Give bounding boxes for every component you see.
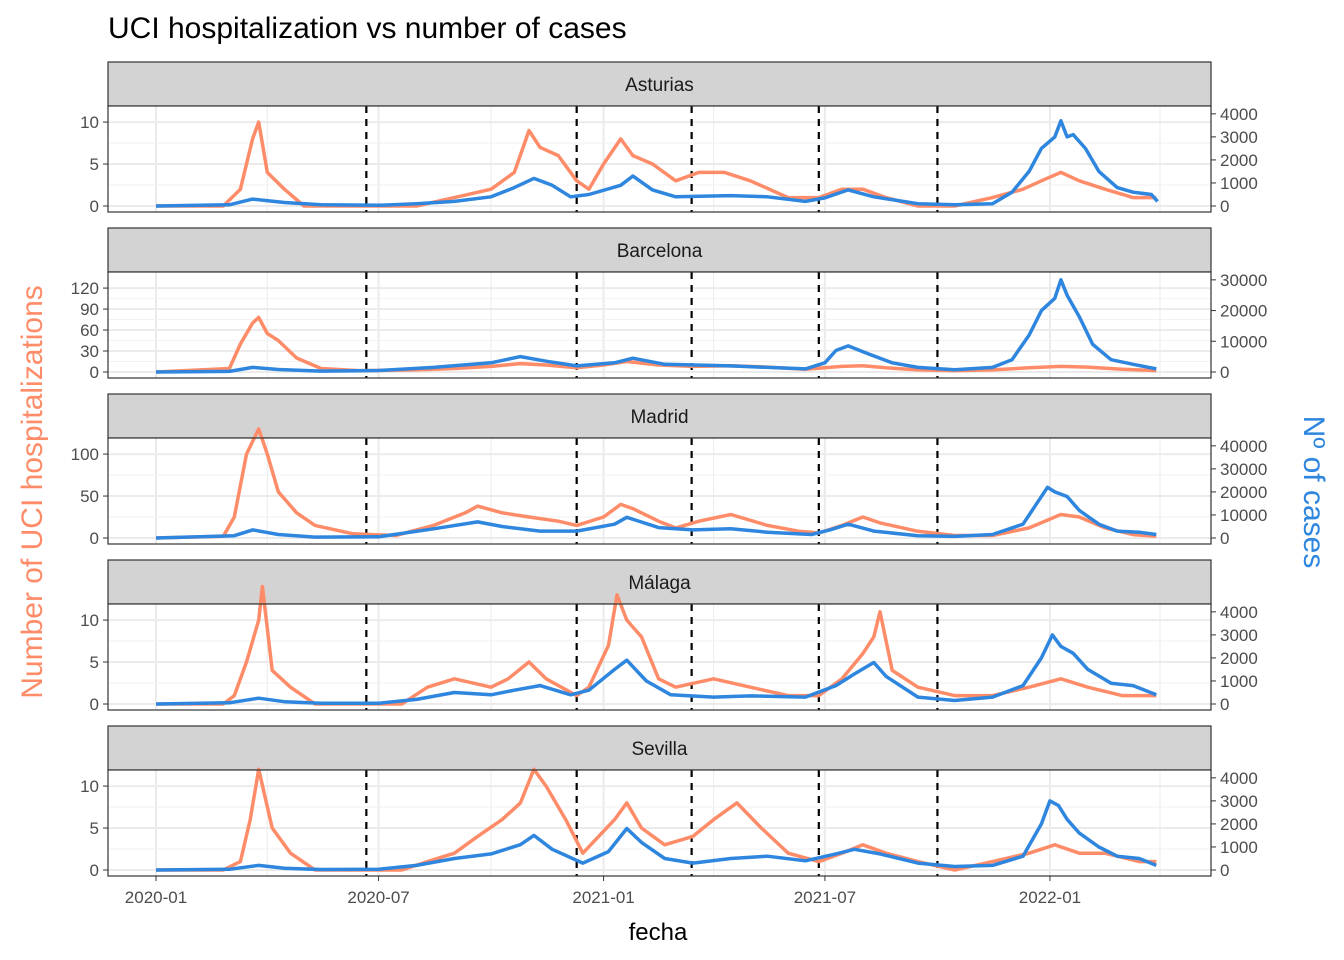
facet-strip-label: Madrid — [630, 407, 688, 428]
left-tick-label: 60 — [80, 321, 99, 340]
facet-strip — [107, 725, 1212, 771]
facet-strip — [107, 227, 1212, 273]
right-tick-label: 30000 — [1220, 271, 1267, 290]
facet-málaga: Málaga 0 5 10 0 1000 2000 3000 4000 — [80, 559, 1258, 714]
panel-background — [108, 272, 1211, 378]
facet-madrid: Madrid 0 50 100 0 10000 20000 30000 40000 — [71, 393, 1267, 548]
cases-series-line — [155, 485, 1157, 540]
left-tick-label: 5 — [90, 819, 99, 838]
right-tick-label: 3000 — [1220, 128, 1258, 147]
left-tick-label: 10 — [80, 113, 99, 132]
left-tick-label: 90 — [80, 300, 99, 319]
facet-strip — [107, 393, 1212, 439]
panels: Asturias051001000200030004000Barcelona03… — [71, 61, 1267, 880]
left-tick-label: 50 — [80, 487, 99, 506]
x-tick-label: 2021-01 — [572, 888, 634, 907]
left-tick-label: 10 — [80, 777, 99, 796]
right-tick-label: 40000 — [1220, 437, 1267, 456]
left-tick-label: 10 — [80, 611, 99, 630]
left-tick-label: 30 — [80, 342, 99, 361]
right-tick-label: 30000 — [1220, 460, 1267, 479]
left-tick-label: 0 — [90, 861, 99, 880]
right-tick-label: 1000 — [1220, 672, 1258, 691]
right-tick-label: 4000 — [1220, 769, 1258, 788]
x-axis: 2020-01 2020-07 2021-01 2021-07 2022-01 — [125, 876, 1081, 907]
left-tick-label: 0 — [90, 363, 99, 382]
right-tick-label: 4000 — [1220, 105, 1258, 124]
facet-strip-label: Asturias — [625, 75, 694, 96]
panel-background — [108, 604, 1211, 710]
left-tick-label: 100 — [71, 445, 99, 464]
x-tick-label: 2021-07 — [794, 888, 856, 907]
right-tick-label: 2000 — [1220, 649, 1258, 668]
x-tick-label: 2020-07 — [347, 888, 409, 907]
x-axis-title: fecha — [629, 919, 688, 946]
facet-strip-label: Málaga — [628, 573, 691, 594]
left-tick-label: 5 — [90, 155, 99, 174]
chart-title: UCI hospitalization vs number of cases — [108, 12, 627, 45]
right-tick-label: 0 — [1220, 695, 1229, 714]
right-tick-label: 3000 — [1220, 626, 1258, 645]
facet-strip-label: Sevilla — [632, 739, 688, 760]
left-tick-label: 120 — [71, 279, 99, 298]
right-tick-label: 2000 — [1220, 151, 1258, 170]
right-tick-label: 10000 — [1220, 506, 1267, 525]
facet-asturias: Asturias 0 5 10 0 1000 2000 3000 4000 — [80, 61, 1258, 216]
left-tick-label: 0 — [90, 197, 99, 216]
left-tick-label: 5 — [90, 653, 99, 672]
uci-series-line — [156, 584, 1157, 706]
cases-series-line — [155, 799, 1157, 872]
cases-series-line — [155, 278, 1157, 374]
panel-border — [107, 271, 1212, 379]
x-tick-label: 2020-01 — [125, 888, 187, 907]
right-tick-label: 0 — [1220, 861, 1229, 880]
x-tick-label: 2022-01 — [1019, 888, 1081, 907]
left-tick-label: 0 — [90, 695, 99, 714]
facet-sevilla: Sevilla 0 5 10 0 1000 2000 3000 4000 — [80, 725, 1258, 880]
right-tick-label: 20000 — [1220, 483, 1267, 502]
right-tick-label: 10000 — [1220, 332, 1267, 351]
panel-border — [107, 437, 1212, 545]
right-tick-label: 4000 — [1220, 603, 1258, 622]
right-tick-label: 1000 — [1220, 838, 1258, 857]
facet-strip-label: Barcelona — [617, 241, 703, 262]
panel-border — [107, 769, 1212, 877]
right-tick-label: 0 — [1220, 363, 1229, 382]
right-tick-label: 1000 — [1220, 174, 1258, 193]
panel-border — [107, 603, 1212, 711]
right-tick-label: 2000 — [1220, 815, 1258, 834]
panel-border — [107, 105, 1212, 213]
cases-series-line — [155, 633, 1157, 706]
right-tick-label: 0 — [1220, 529, 1229, 548]
facet-strip — [107, 61, 1212, 107]
facet-barcelona: Barcelona 0 30 60 90 120 0 10000 20000 30000 — [71, 227, 1267, 382]
y-axis-left-title: Number of UCI hospitalizations — [16, 285, 49, 699]
left-tick-label: 0 — [90, 529, 99, 548]
cases-series-line — [155, 119, 1159, 208]
panel-background — [108, 770, 1211, 876]
facet-strip — [107, 559, 1212, 605]
right-tick-label: 3000 — [1220, 792, 1258, 811]
uci-series-line — [156, 120, 1157, 208]
right-tick-label: 0 — [1220, 197, 1229, 216]
right-tick-label: 20000 — [1220, 302, 1267, 321]
y-axis-right-title: Nº of cases — [1297, 416, 1330, 569]
